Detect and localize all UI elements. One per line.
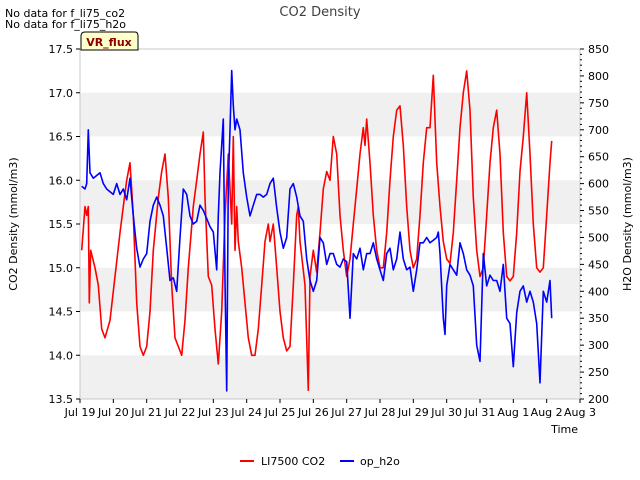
y-left-tick-label: 16.0 <box>49 174 74 187</box>
y-left-tick-label: 14.0 <box>49 349 74 362</box>
y-right-tick-label: 350 <box>588 312 609 325</box>
x-tick-label: Jul 25 <box>264 406 296 419</box>
grid-band <box>80 355 580 399</box>
y-right-tick-label: 750 <box>588 97 609 110</box>
x-tick-label: Jul 23 <box>197 406 229 419</box>
y-axis-left-label: CO2 Density (mmol/m3) <box>7 157 20 290</box>
grid-band <box>80 267 580 312</box>
x-tick-label: Jul 22 <box>164 406 196 419</box>
y-right-tick-label: 550 <box>588 205 609 218</box>
legend: LI7500 CO2 op_h2o <box>240 455 400 468</box>
y-left-tick-label: 15.5 <box>49 218 74 231</box>
no-data-note-co2: No data for f_li75_co2 <box>5 7 126 20</box>
y-left-tick-label: 15.0 <box>49 262 74 275</box>
x-tick-label: Jul 21 <box>130 406 162 419</box>
y-right-tick-label: 450 <box>588 258 609 271</box>
y-left-tick-label: 14.5 <box>49 306 74 319</box>
x-axis-label: Time <box>550 423 578 436</box>
x-axis: Jul 19 Jul 20 Jul 21 Jul 22 Jul 23 Jul 24 Jul … <box>64 399 596 419</box>
x-tick-label: Aug 3 <box>564 406 596 419</box>
y-axis-left: 13.5 14.0 14.5 15.0 15.5 16.0 16.5 17.0 17.5 <box>49 43 80 406</box>
x-tick-label: Jul 29 <box>397 406 429 419</box>
x-tick-label: Jul 26 <box>297 406 329 419</box>
y-right-tick-label: 250 <box>588 366 609 379</box>
x-tick-label: Jul 31 <box>464 406 496 419</box>
chart-title: CO2 Density <box>279 5 360 20</box>
y-left-tick-label: 13.5 <box>49 393 74 406</box>
y-left-tick-label: 17.5 <box>49 43 74 56</box>
x-tick-label: Aug 2 <box>531 406 563 419</box>
y-right-tick-label: 600 <box>588 178 609 191</box>
y-axis-right: 200 250 300 350 400 450 500 550 600 650 700 750 800 8… <box>580 43 609 406</box>
y-right-tick-label: 300 <box>588 339 609 352</box>
legend-label-h2o: op_h2o <box>360 455 400 468</box>
series-line-op-h2o <box>81 69 553 392</box>
y-right-tick-label: 500 <box>588 231 609 244</box>
y-right-tick-label: 400 <box>588 285 609 298</box>
y-right-tick-label: 700 <box>588 124 609 137</box>
no-data-note-h2o: No data for f_li75_h2o <box>5 18 127 31</box>
y-right-tick-label: 200 <box>588 393 609 406</box>
x-tick-label: Aug 1 <box>497 406 529 419</box>
y-right-tick-label: 850 <box>588 43 609 56</box>
vr-flux-badge-label: VR_flux <box>86 36 132 49</box>
y-axis-right-label: H2O Density (mmol/m3) <box>621 157 634 291</box>
series-group <box>80 69 553 392</box>
x-tick-label: Jul 28 <box>364 406 396 419</box>
grid-band <box>80 92 580 137</box>
y-right-tick-label: 650 <box>588 151 609 164</box>
y-left-tick-label: 17.0 <box>49 87 74 100</box>
x-tick-label: Jul 30 <box>430 406 462 419</box>
vr-flux-badge: VR_flux <box>80 31 139 51</box>
series-line-li7500-co2 <box>80 70 553 392</box>
x-tick-label: Jul 20 <box>97 406 129 419</box>
x-tick-label: Jul 27 <box>330 406 362 419</box>
y-left-tick-label: 16.5 <box>49 131 74 144</box>
legend-label-co2: LI7500 CO2 <box>261 455 325 468</box>
y-right-tick-label: 800 <box>588 70 609 83</box>
x-tick-label: Jul 24 <box>230 406 262 419</box>
x-tick-label: Jul 19 <box>64 406 96 419</box>
